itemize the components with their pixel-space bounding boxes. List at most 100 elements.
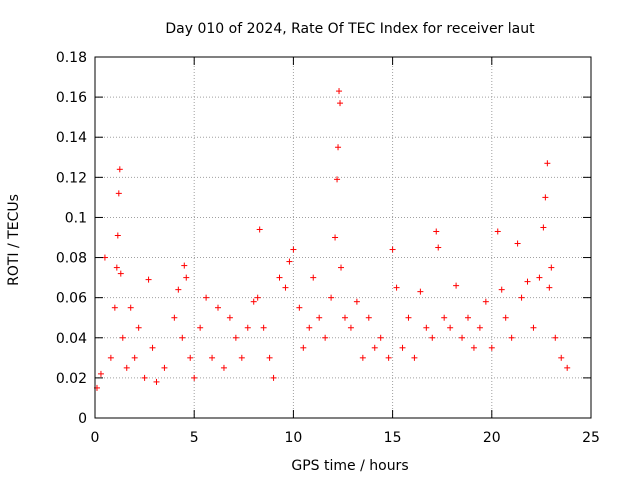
y-tick-label: 0.14 [56,130,87,146]
data-point [145,276,152,283]
data-point [135,324,142,331]
data-point [250,298,257,305]
data-point [365,314,372,321]
data-point [244,324,251,331]
data-point [161,364,168,371]
data-point [508,334,515,341]
data-point [114,232,121,239]
y-tick-label: 0.12 [56,170,87,186]
data-point [337,100,344,107]
data-point [310,274,317,281]
y-tick-label: 0.04 [56,331,87,347]
plot-frame [94,56,592,419]
data-point [524,278,531,285]
data-point [175,286,182,293]
data-point [399,344,406,351]
x-axis-label: GPS time / hours [291,458,408,474]
data-point [117,270,124,277]
y-tick-label: 0.08 [56,251,87,267]
data-point [341,314,348,321]
data-point [405,314,412,321]
data-point [447,324,454,331]
data-point [153,378,160,385]
y-tick-label: 0.18 [56,50,87,66]
data-point [141,374,148,381]
data-point [488,344,495,351]
data-point [119,334,126,341]
data-point [127,304,134,311]
data-point [385,354,392,361]
data-points [93,88,571,391]
data-point [482,298,489,305]
data-point [336,88,343,95]
data-point [459,334,466,341]
data-point [423,324,430,331]
data-point [113,264,120,271]
data-point [476,324,483,331]
data-point [149,344,156,351]
data-point [389,246,396,253]
grid-layer [95,57,591,418]
data-point [435,244,442,251]
data-point [470,344,477,351]
data-point [187,354,194,361]
data-point [498,286,505,293]
x-tick-label: 20 [483,430,501,446]
chart-title: Day 010 of 2024, Rate Of TEC Index for r… [165,21,535,37]
data-point [417,288,424,295]
data-point [296,304,303,311]
data-point [226,314,233,321]
data-point [334,176,341,183]
data-point [514,240,521,247]
x-tick-label: 25 [582,430,600,446]
data-point [546,284,553,291]
data-point [290,246,297,253]
data-point [328,294,335,301]
x-tick-label: 5 [190,430,199,446]
data-point [453,282,460,289]
y-tick-label: 0 [78,411,87,427]
data-point [540,224,547,231]
data-point [183,274,190,281]
data-point [286,258,293,265]
data-point [123,364,130,371]
data-point [548,264,555,271]
data-point [232,334,239,341]
data-point [270,374,277,381]
data-point [266,354,273,361]
y-tick-label: 0.1 [65,210,87,226]
data-point [564,364,571,371]
data-point [256,226,263,233]
data-point [254,294,261,301]
data-point [306,324,313,331]
data-point [441,314,448,321]
data-point [238,354,245,361]
data-point [377,334,384,341]
data-point [171,314,178,321]
data-point [464,314,471,321]
data-point [209,354,216,361]
data-point [215,304,222,311]
data-point [359,354,366,361]
data-point [282,284,289,291]
data-point [536,274,543,281]
axis-ticks: 0 0.02 0.04 0.06 0.08 0.1 0.12 0.14 0.16 0.18 0 5 10… [56,50,600,446]
data-point [116,166,123,173]
data-point [276,274,283,281]
x-tick-label: 15 [384,430,402,446]
data-point [544,160,551,167]
data-point [203,294,210,301]
y-tick-label: 0.02 [56,371,87,387]
data-point [433,228,440,235]
data-point [107,354,114,361]
data-point [338,264,345,271]
data-point [542,194,549,201]
data-point [494,228,501,235]
data-point [393,284,400,291]
x-tick-label: 0 [91,430,100,446]
data-point [552,334,559,341]
data-point [181,262,188,269]
data-point [411,354,418,361]
data-point [332,234,339,241]
